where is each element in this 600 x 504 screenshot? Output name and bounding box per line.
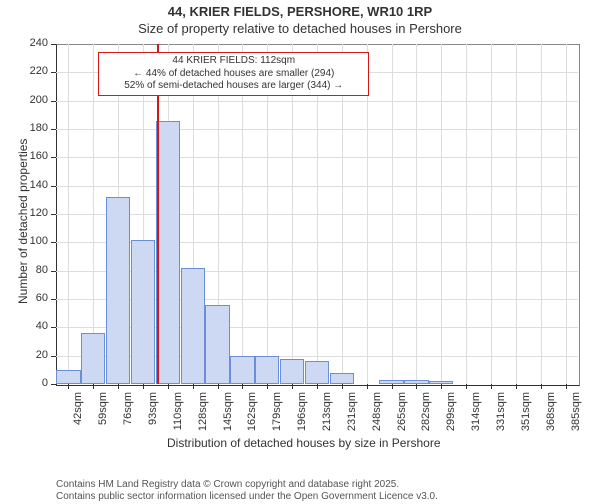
footer-note-2: Contains public sector information licen…	[56, 491, 438, 502]
y-tick-label: 200	[22, 94, 48, 106]
x-tick-label: 331sqm	[495, 392, 507, 440]
x-tick-label: 385sqm	[570, 392, 582, 440]
grid-line	[68, 44, 69, 384]
y-tick-label: 220	[22, 65, 48, 77]
y-tick-label: 20	[22, 349, 48, 361]
y-tick-label: 40	[22, 320, 48, 332]
x-tick-label: 110sqm	[172, 392, 184, 440]
x-tick-mark	[541, 384, 542, 389]
x-tick-mark	[68, 384, 69, 389]
x-tick-label: 42sqm	[72, 392, 84, 440]
x-tick-label: 145sqm	[222, 392, 234, 440]
grid-line	[491, 44, 492, 384]
x-tick-mark	[143, 384, 144, 389]
x-axis-label: Distribution of detached houses by size …	[167, 436, 441, 450]
histogram-bar	[255, 356, 279, 384]
histogram-bar	[131, 240, 155, 385]
y-tick-label: 180	[22, 122, 48, 134]
x-tick-mark	[491, 384, 492, 389]
x-tick-mark	[267, 384, 268, 389]
annotation-line: ← 44% of detached houses are smaller (29…	[103, 68, 364, 81]
y-tick-mark	[51, 157, 56, 158]
y-tick-mark	[51, 271, 56, 272]
grid-line	[441, 44, 442, 384]
x-tick-mark	[466, 384, 467, 389]
x-tick-label: 59sqm	[97, 392, 109, 440]
x-tick-label: 179sqm	[271, 392, 283, 440]
y-tick-mark	[51, 72, 56, 73]
x-tick-mark	[118, 384, 119, 389]
histogram-bar	[205, 305, 229, 384]
x-tick-mark	[392, 384, 393, 389]
x-tick-label: 265sqm	[396, 392, 408, 440]
annotation-line: 44 KRIER FIELDS: 112sqm	[103, 55, 364, 68]
histogram-bar	[429, 381, 453, 384]
x-tick-mark	[317, 384, 318, 389]
x-tick-mark	[292, 384, 293, 389]
chart-title-line1: 44, KRIER FIELDS, PERSHORE, WR10 1RP	[0, 4, 600, 19]
x-tick-label: 282sqm	[420, 392, 432, 440]
grid-line	[392, 44, 393, 384]
annotation-line: 52% of semi-detached houses are larger (…	[103, 80, 364, 93]
x-tick-label: 213sqm	[321, 392, 333, 440]
footer-note-1: Contains HM Land Registry data © Crown c…	[56, 479, 399, 490]
x-tick-mark	[342, 384, 343, 389]
histogram-bar	[81, 333, 105, 384]
annotation-box: 44 KRIER FIELDS: 112sqm← 44% of detached…	[98, 52, 369, 96]
y-tick-label: 0	[22, 377, 48, 389]
x-tick-label: 248sqm	[371, 392, 383, 440]
x-tick-mark	[516, 384, 517, 389]
x-tick-mark	[242, 384, 243, 389]
x-tick-label: 93sqm	[147, 392, 159, 440]
x-tick-label: 162sqm	[246, 392, 258, 440]
histogram-bar	[56, 370, 80, 384]
y-tick-mark	[51, 214, 56, 215]
histogram-bar	[330, 373, 354, 384]
x-tick-label: 196sqm	[296, 392, 308, 440]
x-tick-mark	[218, 384, 219, 389]
x-tick-label: 128sqm	[197, 392, 209, 440]
y-tick-mark	[51, 101, 56, 102]
histogram-bar	[280, 359, 304, 385]
grid-line	[416, 44, 417, 384]
y-tick-mark	[51, 384, 56, 385]
x-tick-mark	[416, 384, 417, 389]
histogram-bar	[404, 380, 428, 384]
x-tick-label: 76sqm	[122, 392, 134, 440]
x-tick-label: 299sqm	[445, 392, 457, 440]
y-tick-mark	[51, 186, 56, 187]
x-tick-mark	[367, 384, 368, 389]
y-tick-mark	[51, 242, 56, 243]
histogram-bar	[305, 361, 329, 384]
x-tick-label: 368sqm	[545, 392, 557, 440]
x-tick-mark	[193, 384, 194, 389]
grid-line	[566, 44, 567, 384]
histogram-bar	[230, 356, 254, 384]
x-tick-label: 314sqm	[470, 392, 482, 440]
histogram-bar	[379, 380, 403, 384]
histogram-chart: 02040608010012014016018020022024042sqm59…	[0, 36, 600, 466]
y-axis-label: Number of detached properties	[16, 139, 30, 304]
y-tick-label: 240	[22, 37, 48, 49]
y-tick-mark	[51, 356, 56, 357]
x-tick-mark	[168, 384, 169, 389]
x-tick-mark	[93, 384, 94, 389]
grid-line	[466, 44, 467, 384]
y-tick-mark	[51, 299, 56, 300]
histogram-bar	[181, 268, 205, 384]
grid-line	[516, 44, 517, 384]
y-tick-mark	[51, 327, 56, 328]
x-tick-label: 231sqm	[346, 392, 358, 440]
x-tick-mark	[441, 384, 442, 389]
chart-title-line2: Size of property relative to detached ho…	[0, 21, 600, 36]
x-tick-mark	[566, 384, 567, 389]
grid-line	[541, 44, 542, 384]
y-tick-mark	[51, 44, 56, 45]
x-tick-label: 351sqm	[520, 392, 532, 440]
y-tick-mark	[51, 129, 56, 130]
histogram-bar	[106, 197, 130, 384]
